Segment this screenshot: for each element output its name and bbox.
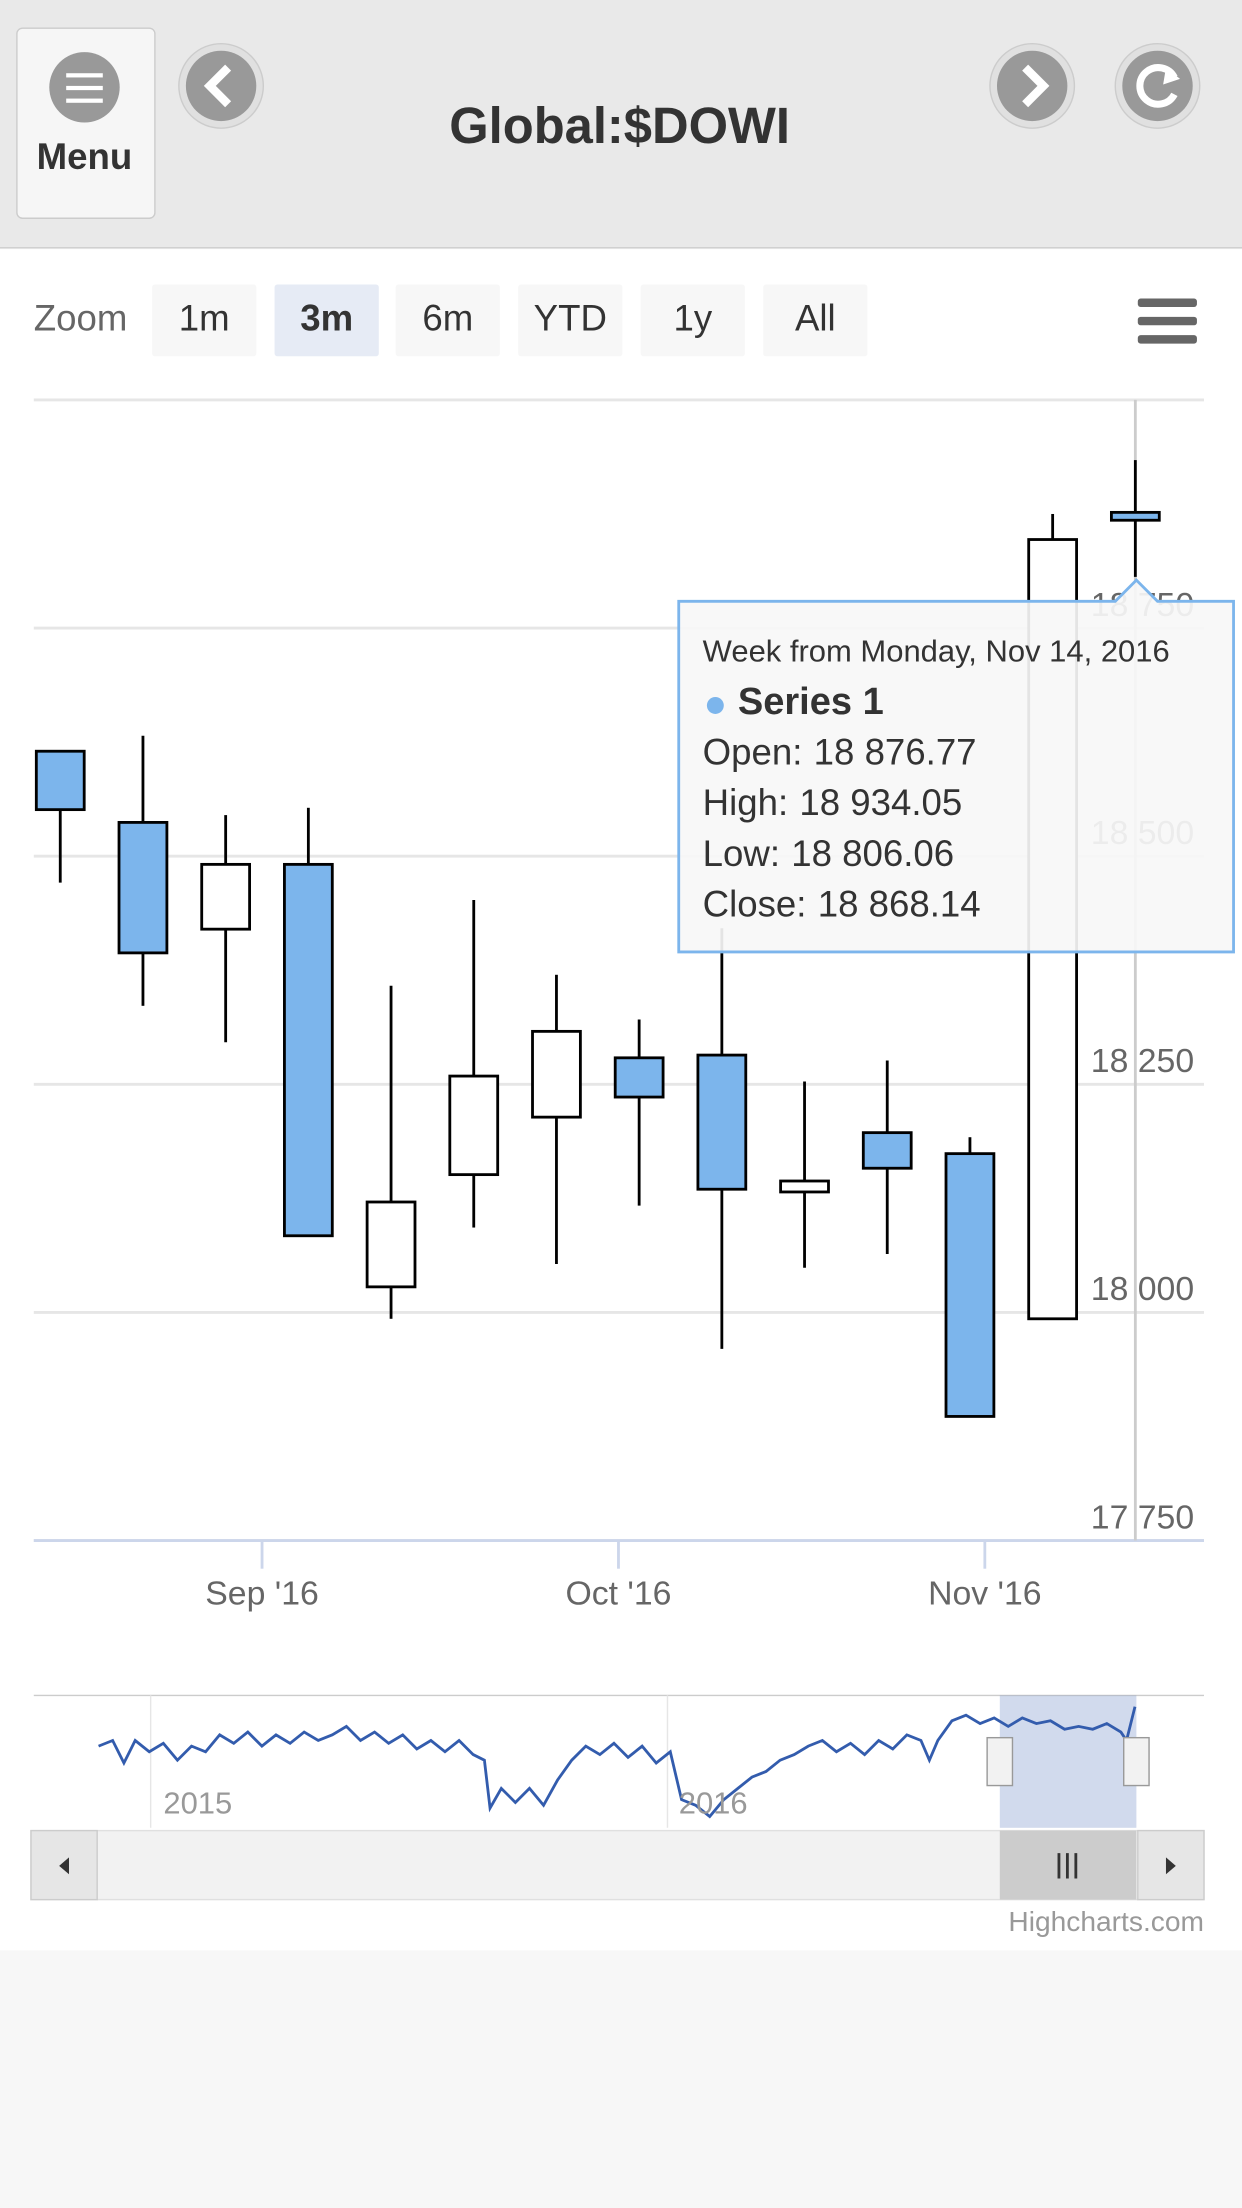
navigator-line — [98, 1706, 1137, 1819]
x-tick-label: Sep '16 — [205, 1574, 319, 1612]
zoom-button-label[interactable]: 1y — [673, 298, 712, 339]
zoom-button-label[interactable]: 3m — [300, 298, 353, 339]
tooltip-row-value: 18 876.77 — [814, 731, 977, 772]
y-tick-label: 18 250 — [1091, 1042, 1194, 1080]
navigator-label: 2016 — [679, 1785, 748, 1820]
zoom-button[interactable] — [640, 284, 745, 357]
menu-button[interactable]: Menu — [16, 27, 156, 219]
reload-button-icon[interactable] — [1122, 50, 1193, 122]
tooltip: Week from Monday, Nov 14, 2016 Series 1 Op… — [677, 578, 1235, 954]
menu-label[interactable]: Menu — [37, 136, 133, 177]
forward-arrow — [1022, 64, 1050, 108]
scrollbar[interactable] — [30, 1829, 1205, 1901]
scrollbar-grip — [1057, 1853, 1078, 1879]
candle-body[interactable] — [283, 862, 334, 1238]
navigator: 2015 2016 — [33, 1694, 1204, 1828]
tooltip-row-value: 18 806.06 — [791, 833, 954, 874]
forward-button[interactable] — [989, 42, 1076, 129]
y-tick-label: 17 750 — [1091, 1498, 1194, 1536]
export-menu[interactable] — [1137, 298, 1197, 344]
tooltip-row-label: High: — [703, 782, 788, 823]
candle-body[interactable] — [861, 1131, 913, 1170]
export-icon-line[interactable] — [1137, 316, 1197, 326]
zoom-button-label[interactable]: 6m — [422, 298, 473, 339]
forward-button-icon[interactable] — [996, 50, 1068, 122]
navigator-handle[interactable] — [986, 1736, 1150, 1787]
zoom-button[interactable] — [152, 284, 257, 357]
navigator-handle-left[interactable] — [986, 1736, 1014, 1787]
candle-body[interactable] — [944, 1152, 996, 1418]
x-tick-label: Oct '16 — [565, 1574, 671, 1612]
menu-icon-line — [66, 85, 103, 91]
reload-arrow-head — [1163, 67, 1181, 85]
tooltip-row-label: Open: — [703, 731, 803, 772]
candle-body[interactable] — [531, 1029, 582, 1119]
menu-icon-line — [66, 98, 103, 103]
tooltip-heading: Week from Monday, Nov 14, 2016 — [703, 634, 1170, 669]
candle-body[interactable] — [34, 749, 86, 812]
export-icon-line[interactable] — [1137, 298, 1197, 307]
tooltip-row-label: Low: — [703, 833, 780, 874]
tooltip-row-value: 18 868.14 — [818, 884, 981, 925]
candle-body[interactable] — [1109, 510, 1161, 522]
x-tick-label: Nov '16 — [928, 1574, 1041, 1612]
export-icon-line[interactable] — [1137, 335, 1197, 344]
tooltip-box — [677, 578, 1235, 954]
tooltip-row-value: 18 934.05 — [799, 782, 962, 823]
zoom-button-label[interactable]: 1m — [179, 298, 230, 339]
candle-body[interactable] — [448, 1074, 500, 1177]
zoom-button[interactable] — [395, 284, 500, 357]
candle-body[interactable] — [696, 1053, 748, 1191]
tooltip-marker — [706, 697, 724, 714]
tooltip-row-label: Close: — [703, 884, 807, 925]
scrollbar-right-arrow — [1165, 1857, 1176, 1875]
menu-icon-line — [66, 73, 103, 78]
zoom-button[interactable] — [274, 284, 379, 357]
y-tick-label: 18 000 — [1091, 1270, 1194, 1308]
tooltip-series: Series 1 — [738, 681, 884, 723]
back-arrow — [203, 64, 232, 108]
zoom-label: Zoom — [34, 298, 128, 339]
credits[interactable]: Highcharts.com — [1008, 1906, 1204, 1937]
zoom-button[interactable] — [763, 284, 868, 357]
candle-body[interactable] — [779, 1179, 830, 1194]
zoom-button-label[interactable]: All — [795, 298, 836, 339]
zoom-button-label[interactable]: YTD — [534, 298, 607, 339]
candle-body[interactable] — [613, 1056, 665, 1099]
navigator-handle-right[interactable] — [1123, 1736, 1150, 1787]
page-title: Global:$DOWI — [449, 97, 790, 154]
scrollbar-left-arrow — [59, 1857, 69, 1875]
reload-button[interactable] — [1114, 42, 1201, 129]
candle-body[interactable] — [117, 820, 169, 955]
back-button[interactable] — [178, 42, 265, 129]
candle-body[interactable] — [200, 862, 252, 931]
navigator-selection[interactable] — [999, 1695, 1137, 1828]
candle-body[interactable] — [365, 1200, 417, 1289]
back-button-icon[interactable] — [185, 50, 257, 122]
zoom-button[interactable] — [518, 284, 623, 357]
reload-arrow — [1136, 64, 1178, 108]
navigator-label: 2015 — [163, 1785, 232, 1820]
